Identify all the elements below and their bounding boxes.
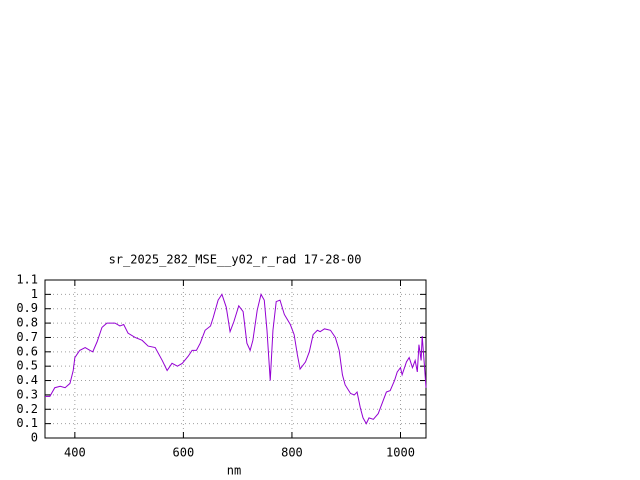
chart-title: sr_2025_282_MSE__y02_r_rad 17-28-00 [109,253,362,267]
data-line [45,293,427,425]
y-tick-label: 0.8 [16,316,38,330]
x-tick-label: 1000 [386,446,415,460]
x-axis-label: nm [227,464,241,478]
y-tick-label: 0.7 [16,330,38,344]
x-tick-label: 600 [173,446,195,460]
y-tick-label: 1 [31,287,38,301]
y-tick-label: 1.1 [16,273,38,287]
x-tick-label: 400 [64,446,86,460]
x-tick-label: 800 [281,446,303,460]
plot-border [44,279,427,439]
y-tick-label: 0.9 [16,301,38,315]
y-tick-label: 0.4 [16,373,38,387]
y-tick-label: 0.3 [16,387,38,401]
y-tick-label: 0.1 [16,416,38,430]
y-tick-label: 0.5 [16,359,38,373]
y-tick-label: 0 [31,431,38,445]
y-tick-label: 0.6 [16,344,38,358]
y-tick-label: 0.2 [16,402,38,416]
